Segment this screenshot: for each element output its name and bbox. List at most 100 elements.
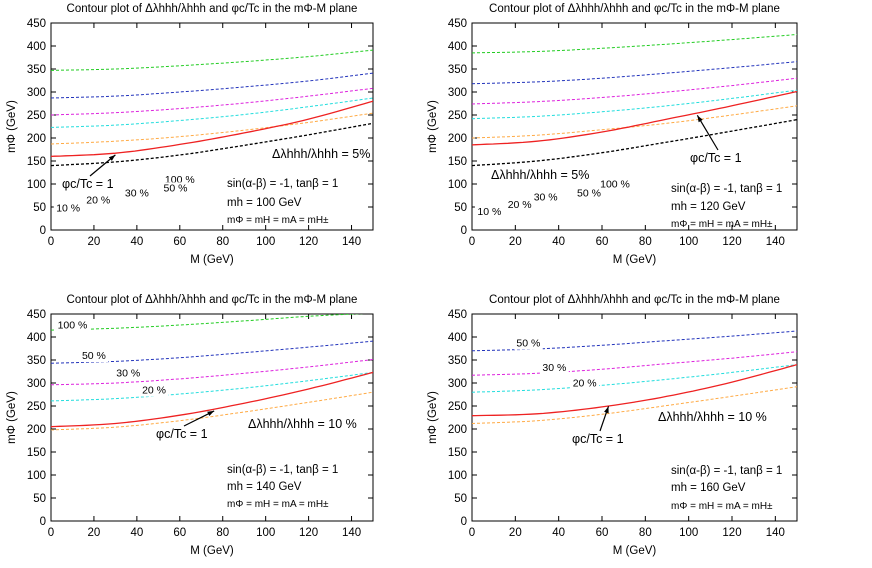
series-line-phi xyxy=(51,100,373,158)
plot-frame xyxy=(471,22,798,231)
param-line-1: sin(α-β) = -1, tanβ = 1 xyxy=(671,465,782,477)
series-line-30 xyxy=(51,359,373,386)
x-tick-label: 60 xyxy=(596,236,609,248)
contour-label: 30 % xyxy=(534,192,558,204)
y-tick-label: 450 xyxy=(27,309,46,321)
series-line-30 xyxy=(51,87,373,116)
x-tick-label: 40 xyxy=(552,236,565,248)
param-line-2: mh = 160 GeV xyxy=(671,482,746,494)
y-tick-label: 200 xyxy=(27,133,46,145)
y-tick-label: 100 xyxy=(27,179,46,191)
y-tick-label: 350 xyxy=(448,355,467,367)
series-line-100 xyxy=(51,314,365,331)
y-tick-label: 400 xyxy=(27,41,46,53)
series-line-phi xyxy=(472,363,797,417)
x-tick-label: 140 xyxy=(342,527,361,539)
x-tick-label: 140 xyxy=(342,236,361,248)
x-tick-label: 40 xyxy=(130,236,143,248)
phi-arrow-head xyxy=(697,115,703,123)
y-tick-label: 50 xyxy=(454,202,467,214)
y-tick-label: 150 xyxy=(27,156,46,168)
param-line-3: mΦ = mH = mA = mH± xyxy=(671,219,773,230)
series-line-50 xyxy=(472,61,797,85)
series-line-30 xyxy=(472,351,797,376)
contour-label: 100 % xyxy=(600,179,630,191)
series-line-10 xyxy=(51,112,373,145)
y-tick-label: 350 xyxy=(27,355,46,367)
y-tick-label: 50 xyxy=(454,493,467,505)
y-tick-label: 400 xyxy=(27,332,46,344)
phi-arrow-head xyxy=(108,154,116,161)
x-axis-label: M (GeV) xyxy=(190,545,234,557)
x-tick-label: 100 xyxy=(256,236,275,248)
y-tick-label: 150 xyxy=(448,447,467,459)
contour-label: 20 % xyxy=(508,199,532,211)
y-tick-label: 300 xyxy=(448,87,467,99)
param-line-2: mh = 120 GeV xyxy=(671,201,746,213)
lambda-label: Δλhhh/λhhh = 10 % xyxy=(248,417,357,431)
x-tick-label: 40 xyxy=(130,527,143,539)
x-tick-label: 20 xyxy=(509,236,522,248)
x-tick-label: 100 xyxy=(679,236,698,248)
y-tick-label: 100 xyxy=(448,470,467,482)
y-tick-label: 350 xyxy=(448,64,467,76)
x-axis-label: M (GeV) xyxy=(613,545,657,557)
series-line-100 xyxy=(51,49,373,71)
y-tick-label: 0 xyxy=(461,225,467,237)
series-line-30 xyxy=(472,77,797,105)
y-tick-label: 450 xyxy=(27,18,46,30)
y-tick-label: 300 xyxy=(448,378,467,390)
contour-label: 10 % xyxy=(56,203,80,215)
plot-frame xyxy=(50,22,374,231)
x-tick-label: 80 xyxy=(639,236,652,248)
y-tick-label: 50 xyxy=(33,202,46,214)
x-tick-label: 20 xyxy=(88,527,101,539)
chart-title: Contour plot of Δλhhh/λhhh and φc/Tc in … xyxy=(489,3,780,15)
phi-arrow-line xyxy=(696,115,719,151)
lambda-label: Δλhhh/λhhh = 5% xyxy=(491,168,589,182)
contour-label: 50 % xyxy=(516,338,540,350)
x-tick-label: 60 xyxy=(173,236,186,248)
y-tick-label: 0 xyxy=(40,516,46,528)
y-tick-label: 250 xyxy=(27,401,46,413)
param-line-3: mΦ = mH = mA = mH± xyxy=(671,501,773,512)
y-axis-label: mΦ (GeV) xyxy=(427,391,439,444)
x-tick-label: 100 xyxy=(679,527,698,539)
x-tick-label: 80 xyxy=(216,527,229,539)
series-line-phi xyxy=(51,371,373,428)
param-line-1: sin(α-β) = -1, tanβ = 1 xyxy=(227,464,338,476)
contour-label: 50 % xyxy=(164,182,188,194)
y-tick-label: 50 xyxy=(33,493,46,505)
y-tick-label: 350 xyxy=(27,64,46,76)
x-axis-label: M (GeV) xyxy=(190,254,234,266)
y-tick-label: 150 xyxy=(27,447,46,459)
y-tick-label: 100 xyxy=(448,179,467,191)
series-line-lambda xyxy=(51,122,373,167)
lambda-label: Δλhhh/λhhh = 5% xyxy=(272,147,370,161)
x-tick-label: 100 xyxy=(256,527,275,539)
lambda-label: Δλhhh/λhhh = 10 % xyxy=(658,410,767,424)
chart-title: Contour plot of Δλhhh/λhhh and φc/Tc in … xyxy=(489,294,780,306)
series-line-100 xyxy=(472,34,797,54)
phi-label: φc/Tc = 1 xyxy=(572,432,624,446)
contour-label: 50 % xyxy=(577,187,601,199)
chart-panel-2: Contour plot of Δλhhh/λhhh and φc/Tc in … xyxy=(427,3,798,266)
series-line-10 xyxy=(472,105,797,139)
param-line-1: sin(α-β) = -1, tanβ = 1 xyxy=(227,178,338,190)
x-tick-label: 60 xyxy=(596,527,609,539)
contour-label: 30 % xyxy=(542,362,566,374)
x-tick-label: 60 xyxy=(173,527,186,539)
y-tick-label: 0 xyxy=(40,225,46,237)
x-tick-label: 20 xyxy=(88,236,101,248)
series-line-50 xyxy=(51,72,373,99)
x-tick-label: 120 xyxy=(299,236,318,248)
y-tick-label: 300 xyxy=(27,87,46,99)
x-tick-label: 140 xyxy=(766,527,785,539)
y-tick-label: 200 xyxy=(448,133,467,145)
x-tick-label: 80 xyxy=(216,236,229,248)
y-tick-label: 250 xyxy=(27,110,46,122)
x-tick-label: 140 xyxy=(766,236,785,248)
y-tick-label: 300 xyxy=(27,378,46,390)
chart-title: Contour plot of Δλhhh/λhhh and φc/Tc in … xyxy=(67,3,358,15)
